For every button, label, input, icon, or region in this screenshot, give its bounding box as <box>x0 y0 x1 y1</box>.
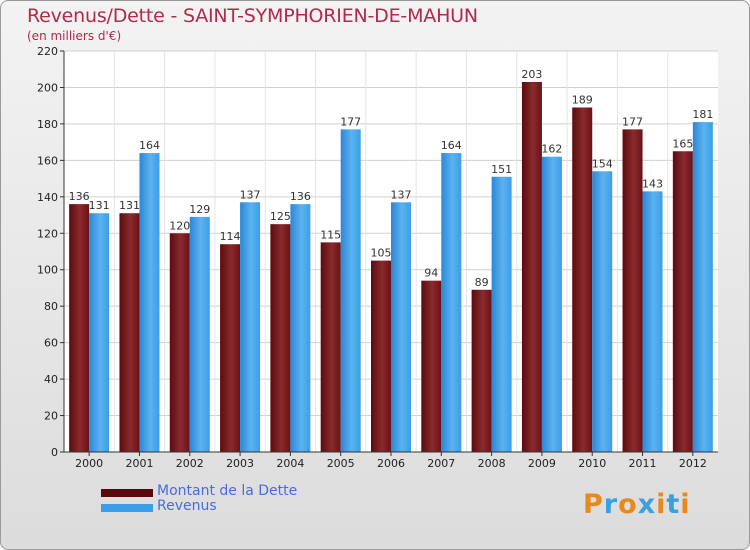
logo-letter: i <box>656 489 667 520</box>
bar-revenus <box>290 204 311 452</box>
y-tick-label: 60 <box>44 337 58 350</box>
data-label-dette: 203 <box>521 68 542 81</box>
data-label-revenus: 154 <box>592 157 613 170</box>
bar-revenus <box>491 176 512 452</box>
data-label-revenus: 151 <box>491 163 512 176</box>
data-label-revenus: 137 <box>391 188 412 201</box>
bar-revenus <box>592 171 613 453</box>
logo-letter: r <box>603 489 619 520</box>
logo-letter: t <box>666 489 681 520</box>
x-tick-label: 2004 <box>276 457 304 470</box>
y-tick-label: 100 <box>37 264 58 277</box>
bar-revenus <box>189 216 210 452</box>
logo-letter: o <box>618 489 638 520</box>
x-tick-label: 2010 <box>578 457 606 470</box>
logo-letter: i <box>680 489 691 520</box>
y-tick-label: 80 <box>44 300 58 313</box>
bar-revenus <box>441 153 462 452</box>
legend-swatch-dette <box>101 489 153 497</box>
data-label-revenus: 137 <box>240 188 261 201</box>
bar-revenus <box>692 122 713 452</box>
logo-letter: x <box>637 489 657 520</box>
x-tick-label: 2001 <box>125 457 153 470</box>
x-tick-label: 2003 <box>226 457 254 470</box>
data-label-revenus: 181 <box>692 108 713 121</box>
y-tick-label: 140 <box>37 191 58 204</box>
x-tick-label: 2002 <box>176 457 204 470</box>
bar-revenus <box>139 153 160 452</box>
proxiti-logo: Proxiti <box>583 489 691 520</box>
y-tick-label: 220 <box>37 45 58 58</box>
y-tick-label: 40 <box>44 373 58 386</box>
data-label-dette: 131 <box>119 199 140 212</box>
legend-swatch-revenus <box>101 504 153 512</box>
data-label-dette: 165 <box>672 137 693 150</box>
chart-title: Revenus/Dette - SAINT-SYMPHORIEN-DE-MAHU… <box>27 5 478 27</box>
y-tick-label: 160 <box>37 154 58 167</box>
bar-dette <box>119 213 140 452</box>
bar-dette <box>672 151 693 452</box>
data-label-revenus: 162 <box>541 143 562 156</box>
bar-dette <box>371 260 391 452</box>
bar-revenus <box>89 213 110 452</box>
x-tick-label: 2012 <box>679 457 707 470</box>
data-label-revenus: 136 <box>290 190 311 203</box>
data-label-revenus: 129 <box>189 203 210 216</box>
x-tick-label: 2005 <box>327 457 355 470</box>
bar-dette <box>69 204 90 452</box>
data-label-revenus: 131 <box>89 199 110 212</box>
legend-label-revenus: Revenus <box>157 498 217 514</box>
data-label-dette: 189 <box>572 94 593 107</box>
data-label-dette: 177 <box>622 115 643 128</box>
data-label-dette: 136 <box>69 190 90 203</box>
bar-dette <box>622 129 643 453</box>
data-label-dette: 115 <box>320 228 341 241</box>
logo-letter: P <box>583 489 604 520</box>
x-tick-label: 2008 <box>478 457 506 470</box>
data-label-revenus: 177 <box>340 115 361 128</box>
y-tick-label: 120 <box>37 227 58 240</box>
y-tick-label: 20 <box>44 410 58 423</box>
bar-dette <box>220 244 241 452</box>
bar-revenus <box>240 202 261 452</box>
x-tick-label: 2000 <box>75 457 103 470</box>
data-label-dette: 120 <box>169 219 190 232</box>
data-label-revenus: 164 <box>441 139 462 152</box>
bar-revenus <box>391 202 411 452</box>
y-tick-label: 0 <box>51 446 58 459</box>
bar-dette <box>572 107 593 452</box>
y-tick-label: 180 <box>37 118 58 131</box>
bar-dette <box>270 224 291 452</box>
data-label-revenus: 143 <box>642 177 663 190</box>
y-tick-label: 200 <box>37 81 58 94</box>
bar-dette <box>421 280 442 452</box>
bar-revenus <box>541 156 562 452</box>
data-label-dette: 114 <box>220 230 241 243</box>
bar-dette <box>169 233 190 452</box>
data-label-dette: 89 <box>475 276 489 289</box>
bar-dette <box>320 242 341 452</box>
data-label-dette: 125 <box>270 210 291 223</box>
bar-dette <box>471 289 492 452</box>
x-tick-label: 2007 <box>427 457 455 470</box>
legend-label-dette: Montant de la Dette <box>157 483 298 499</box>
chart-subtitle: (en milliers d'€) <box>27 29 122 43</box>
data-label-dette: 105 <box>371 247 392 260</box>
data-label-revenus: 164 <box>139 139 160 152</box>
x-tick-label: 2006 <box>377 457 405 470</box>
bar-dette <box>521 81 542 453</box>
bar-revenus <box>340 129 361 453</box>
data-label-dette: 94 <box>424 267 438 280</box>
x-tick-label: 2009 <box>528 457 556 470</box>
x-tick-label: 2011 <box>629 457 657 470</box>
bar-revenus <box>642 191 663 452</box>
